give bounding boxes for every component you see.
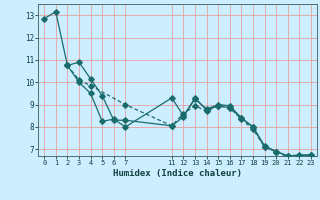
X-axis label: Humidex (Indice chaleur): Humidex (Indice chaleur)	[113, 169, 242, 178]
